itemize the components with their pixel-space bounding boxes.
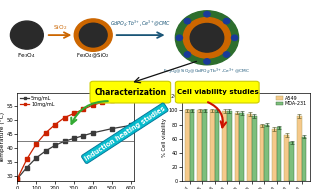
Bar: [301, 137, 306, 181]
10mg/mL: [119, 98, 123, 100]
Bar: [235, 112, 240, 181]
Circle shape: [183, 18, 231, 58]
Bar: [272, 129, 277, 181]
Bar: [202, 110, 207, 181]
Circle shape: [176, 35, 183, 40]
FancyBboxPatch shape: [175, 81, 259, 103]
Bar: [247, 114, 252, 181]
Circle shape: [10, 21, 43, 49]
10mg/mL: [15, 177, 19, 180]
10mg/mL: [110, 99, 113, 101]
Bar: [260, 125, 264, 181]
5mg/mL: [110, 128, 113, 130]
Circle shape: [190, 23, 224, 52]
Line: 10mg/mL: 10mg/mL: [16, 96, 132, 180]
Bar: [210, 110, 215, 181]
Text: Fe$_3$O$_4$@SiO$_2$@GdPO$_4$:Tb$^{3+}$,Ce$^{3+}$@CMC: Fe$_3$O$_4$@SiO$_2$@GdPO$_4$:Tb$^{3+}$,C…: [163, 67, 251, 76]
5mg/mL: [72, 137, 76, 139]
10mg/mL: [91, 104, 95, 106]
10mg/mL: [72, 112, 76, 115]
Circle shape: [204, 59, 210, 64]
Bar: [222, 111, 227, 181]
5mg/mL: [129, 124, 132, 126]
Y-axis label: Temperature (°C): Temperature (°C): [0, 112, 5, 163]
10mg/mL: [129, 96, 132, 99]
Legend: A549, MDA-231: A549, MDA-231: [276, 95, 307, 107]
Circle shape: [223, 52, 230, 57]
Circle shape: [175, 11, 239, 65]
Y-axis label: % Cell viability: % Cell viability: [162, 118, 167, 156]
5mg/mL: [91, 132, 95, 134]
Bar: [227, 111, 232, 181]
Circle shape: [204, 12, 210, 17]
5mg/mL: [25, 167, 29, 169]
5mg/mL: [82, 135, 85, 137]
Bar: [240, 113, 244, 181]
10mg/mL: [44, 132, 48, 134]
5mg/mL: [63, 140, 66, 142]
10mg/mL: [100, 101, 104, 103]
5mg/mL: [44, 150, 48, 152]
10mg/mL: [25, 158, 29, 160]
10mg/mL: [63, 116, 66, 119]
Bar: [190, 110, 194, 181]
Bar: [289, 142, 294, 181]
Text: Fe$_3$O$_4$@SiO$_2$: Fe$_3$O$_4$@SiO$_2$: [76, 51, 110, 60]
Legend: 5mg/mL, 10mg/mL: 5mg/mL, 10mg/mL: [20, 95, 55, 107]
Bar: [198, 110, 202, 181]
Line: 5mg/mL: 5mg/mL: [16, 124, 132, 180]
Bar: [264, 125, 269, 181]
Bar: [277, 127, 282, 181]
Text: Induction heating studies: Induction heating studies: [83, 105, 166, 162]
Bar: [297, 116, 301, 181]
Text: Characterization: Characterization: [94, 88, 167, 97]
Circle shape: [223, 18, 230, 24]
5mg/mL: [53, 144, 57, 146]
Bar: [215, 110, 219, 181]
10mg/mL: [53, 123, 57, 126]
Bar: [284, 135, 289, 181]
Text: Fe$_3$O$_4$: Fe$_3$O$_4$: [17, 51, 36, 60]
Circle shape: [184, 18, 191, 24]
Text: GdPO$_4$:Tb$^{3+}$,Ce$^{3+}$@CMC: GdPO$_4$:Tb$^{3+}$,Ce$^{3+}$@CMC: [110, 19, 171, 29]
Bar: [252, 116, 257, 181]
Circle shape: [184, 52, 191, 57]
Circle shape: [231, 35, 238, 40]
Text: Cell viability studies: Cell viability studies: [177, 89, 258, 95]
10mg/mL: [82, 108, 85, 110]
Circle shape: [79, 23, 107, 47]
10mg/mL: [34, 143, 38, 145]
5mg/mL: [34, 157, 38, 159]
Text: SiO$_2$: SiO$_2$: [53, 23, 67, 32]
Circle shape: [74, 19, 112, 51]
5mg/mL: [15, 177, 19, 180]
FancyBboxPatch shape: [90, 81, 171, 103]
Bar: [185, 110, 190, 181]
